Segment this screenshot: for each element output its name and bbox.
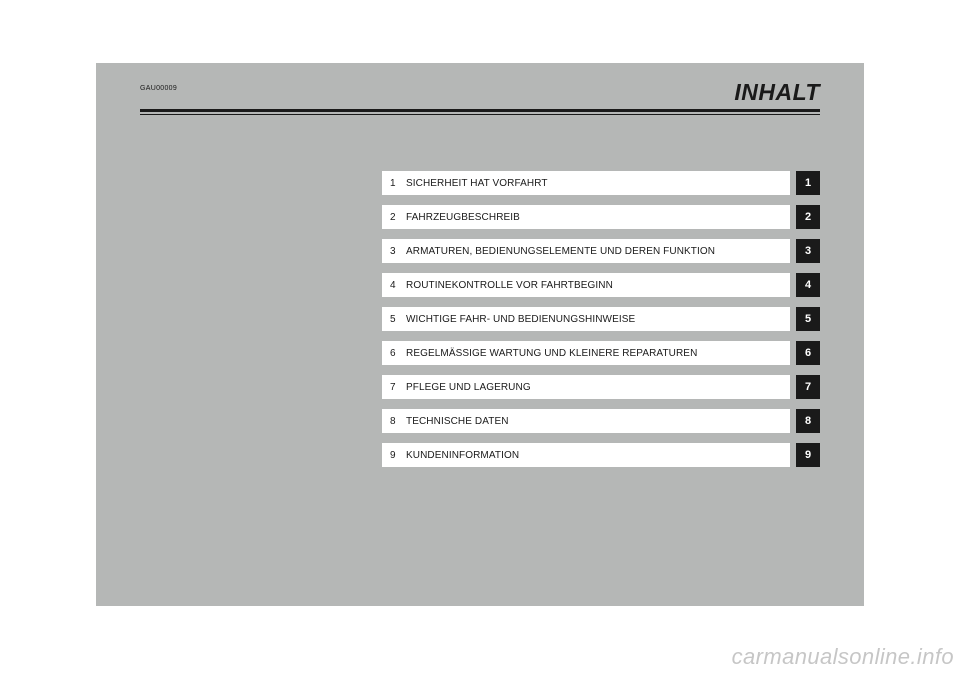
toc-item-tab: 1 <box>796 171 820 195</box>
toc-row: 5 WICHTIGE FAHR- UND BEDIENUNGSHINWEISE … <box>382 307 820 331</box>
rule-thick <box>140 109 820 112</box>
toc-item-text: REGELMÄSSIGE WARTUNG UND KLEINERE REPARA… <box>406 348 697 359</box>
toc-item-text: KUNDENINFORMATION <box>406 450 519 461</box>
toc-row: 1 SICHERHEIT HAT VORFAHRT 1 <box>382 171 820 195</box>
toc-item-label: 2 FAHRZEUGBESCHREIB <box>382 205 790 229</box>
toc-item-number: 6 <box>390 348 406 359</box>
document-code: GAU00009 <box>140 85 177 92</box>
toc-item-label: 7 PFLEGE UND LAGERUNG <box>382 375 790 399</box>
toc-item-number: 5 <box>390 314 406 325</box>
toc-item-tab: 3 <box>796 239 820 263</box>
toc-item-number: 9 <box>390 450 406 461</box>
toc-item-label: 4 ROUTINEKONTROLLE VOR FAHRTBEGINN <box>382 273 790 297</box>
toc-item-text: ARMATUREN, BEDIENUNGSELEMENTE UND DEREN … <box>406 246 715 257</box>
toc-row: 2 FAHRZEUGBESCHREIB 2 <box>382 205 820 229</box>
toc-row: 6 REGELMÄSSIGE WARTUNG UND KLEINERE REPA… <box>382 341 820 365</box>
toc-row: 8 TECHNISCHE DATEN 8 <box>382 409 820 433</box>
toc-item-label: 9 KUNDENINFORMATION <box>382 443 790 467</box>
toc-item-number: 4 <box>390 280 406 291</box>
toc-item-text: PFLEGE UND LAGERUNG <box>406 382 531 393</box>
toc-item-tab: 9 <box>796 443 820 467</box>
toc-item-text: WICHTIGE FAHR- UND BEDIENUNGSHINWEISE <box>406 314 635 325</box>
toc-row: 9 KUNDENINFORMATION 9 <box>382 443 820 467</box>
toc-item-number: 2 <box>390 212 406 223</box>
toc-item-number: 7 <box>390 382 406 393</box>
toc-item-label: 3 ARMATUREN, BEDIENUNGSELEMENTE UND DERE… <box>382 239 790 263</box>
toc-item-text: FAHRZEUGBESCHREIB <box>406 212 520 223</box>
toc-item-tab: 8 <box>796 409 820 433</box>
toc-item-label: 5 WICHTIGE FAHR- UND BEDIENUNGSHINWEISE <box>382 307 790 331</box>
toc-row: 3 ARMATUREN, BEDIENUNGSELEMENTE UND DERE… <box>382 239 820 263</box>
toc-item-tab: 5 <box>796 307 820 331</box>
toc-item-text: ROUTINEKONTROLLE VOR FAHRTBEGINN <box>406 280 613 291</box>
toc-item-label: 8 TECHNISCHE DATEN <box>382 409 790 433</box>
page-title: INHALT <box>734 79 820 106</box>
toc-item-tab: 6 <box>796 341 820 365</box>
toc-item-tab: 2 <box>796 205 820 229</box>
rule-thin <box>140 114 820 115</box>
table-of-contents: 1 SICHERHEIT HAT VORFAHRT 1 2 FAHRZEUGBE… <box>382 171 820 477</box>
toc-item-tab: 4 <box>796 273 820 297</box>
toc-item-label: 1 SICHERHEIT HAT VORFAHRT <box>382 171 790 195</box>
toc-item-number: 8 <box>390 416 406 427</box>
toc-item-label: 6 REGELMÄSSIGE WARTUNG UND KLEINERE REPA… <box>382 341 790 365</box>
toc-row: 4 ROUTINEKONTROLLE VOR FAHRTBEGINN 4 <box>382 273 820 297</box>
manual-page: GAU00009 INHALT 1 SICHERHEIT HAT VORFAHR… <box>96 63 864 606</box>
toc-row: 7 PFLEGE UND LAGERUNG 7 <box>382 375 820 399</box>
toc-item-number: 3 <box>390 246 406 257</box>
toc-item-tab: 7 <box>796 375 820 399</box>
toc-item-text: SICHERHEIT HAT VORFAHRT <box>406 178 548 189</box>
watermark: carmanualsonline.info <box>732 644 954 670</box>
toc-item-number: 1 <box>390 178 406 189</box>
toc-item-text: TECHNISCHE DATEN <box>406 416 509 427</box>
